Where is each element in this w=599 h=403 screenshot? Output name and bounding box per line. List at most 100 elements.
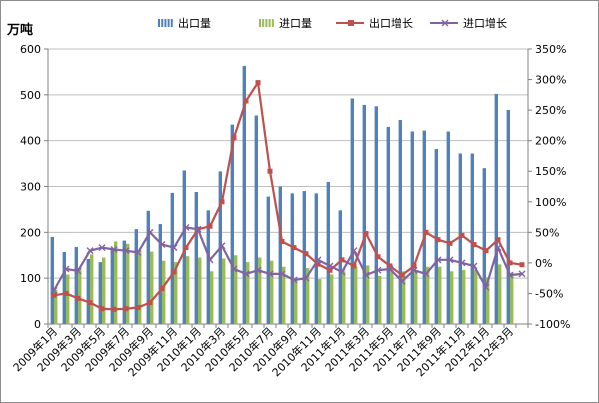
import-growth-point (350, 247, 358, 255)
import-growth-point (470, 262, 478, 270)
bar-export (482, 168, 486, 324)
export-growth-point (219, 199, 225, 205)
bar-export (146, 210, 150, 324)
marker-stroke (518, 270, 526, 278)
right-tick-label: 50% (535, 226, 559, 239)
bar-import (378, 275, 382, 324)
marker-stroke (50, 286, 58, 294)
bar-import (402, 271, 406, 324)
export-growth-point (339, 257, 345, 263)
legend-swatch-stripe (158, 19, 160, 27)
legend-label: 出口增长 (369, 16, 413, 30)
bar-export (446, 131, 450, 324)
marker-stroke (74, 267, 82, 275)
bar-import (498, 264, 502, 324)
bar-export (170, 192, 174, 324)
bar-export (122, 240, 126, 324)
bar-export (290, 193, 294, 324)
import-growth-point (458, 259, 466, 267)
bar-export (74, 247, 78, 324)
import-growth-point (206, 256, 214, 264)
legend-swatch-stripe (265, 19, 268, 27)
marker-stroke (254, 266, 262, 274)
legend-swatch-stripe (271, 19, 274, 27)
bar-import (450, 271, 454, 324)
export-growth-point (375, 254, 381, 260)
legend-swatch-stripe (268, 19, 271, 27)
right-tick-label: 250% (535, 104, 566, 117)
bar-export (506, 109, 510, 324)
marker-stroke (482, 283, 490, 291)
right-tick-label: -100% (535, 318, 570, 331)
marker-stroke (194, 225, 202, 233)
bar-export (194, 192, 198, 324)
bar-export (458, 153, 462, 324)
import-growth-point (86, 247, 94, 255)
marker-stroke (278, 270, 286, 278)
import-growth-point (158, 241, 166, 249)
import-growth-point (110, 245, 118, 253)
bar-export (470, 153, 474, 324)
marker-stroke (182, 223, 190, 231)
import-growth-point (182, 223, 190, 231)
marker-stroke (410, 266, 418, 274)
marker-stroke (230, 265, 238, 273)
marker-stroke (134, 249, 142, 256)
bar-export (242, 65, 246, 324)
export-growth-point (459, 232, 465, 238)
bar-export (434, 148, 438, 324)
marker-stroke (146, 228, 154, 236)
legend: 出口量 进口量 出口增长 进口增长 (158, 16, 507, 30)
export-growth-point (207, 223, 213, 229)
export-growth-point (171, 269, 177, 275)
bar-import (150, 251, 154, 324)
import-growth-point (422, 270, 430, 278)
marker-stroke (350, 247, 358, 255)
bar-import (354, 266, 358, 324)
export-growth-point (135, 305, 141, 310)
bar-export (278, 186, 282, 324)
marker-stroke (302, 274, 310, 282)
bar-import (198, 257, 202, 324)
import-growth-point (62, 265, 70, 273)
export-growth-point (411, 263, 417, 269)
bar-import (174, 262, 178, 324)
marker-stroke (386, 265, 394, 273)
gridlines (48, 48, 528, 325)
import-growth-point (146, 228, 154, 236)
import-growth-point (170, 244, 178, 252)
import-growth-point (278, 270, 286, 278)
export-growth-point (483, 248, 489, 254)
export-growth-point (99, 306, 105, 312)
right-tick-label: 100% (535, 196, 566, 209)
bar-import (258, 257, 262, 324)
export-growth-point (123, 306, 129, 312)
import-growth-point (494, 244, 502, 252)
import-growth-point (338, 268, 346, 276)
bar-import (294, 280, 298, 324)
bar-export (110, 248, 114, 324)
import-growth-point (410, 266, 418, 274)
bar-export (98, 262, 102, 324)
export-growth-point (267, 168, 273, 174)
legend-swatch-stripe (259, 19, 261, 27)
bar-export (230, 124, 234, 324)
left-tick-label: 600 (20, 43, 41, 56)
marker-stroke (206, 256, 214, 264)
right-tick-label: 300% (535, 74, 566, 87)
bar-export (266, 196, 270, 324)
marker-stroke (110, 245, 118, 253)
bar-export (254, 115, 258, 324)
import-growth-point (98, 244, 106, 252)
marker-stroke (122, 247, 130, 255)
bar-export (206, 210, 210, 324)
export-growth-point (471, 242, 477, 248)
legend-label: 进口量 (279, 17, 312, 30)
export-growth-point (327, 267, 333, 273)
bar-import (282, 266, 286, 324)
bar-import (234, 255, 238, 324)
import-growth-point (242, 270, 250, 278)
export-growth-point (183, 245, 189, 251)
export-growth-point (111, 306, 117, 312)
